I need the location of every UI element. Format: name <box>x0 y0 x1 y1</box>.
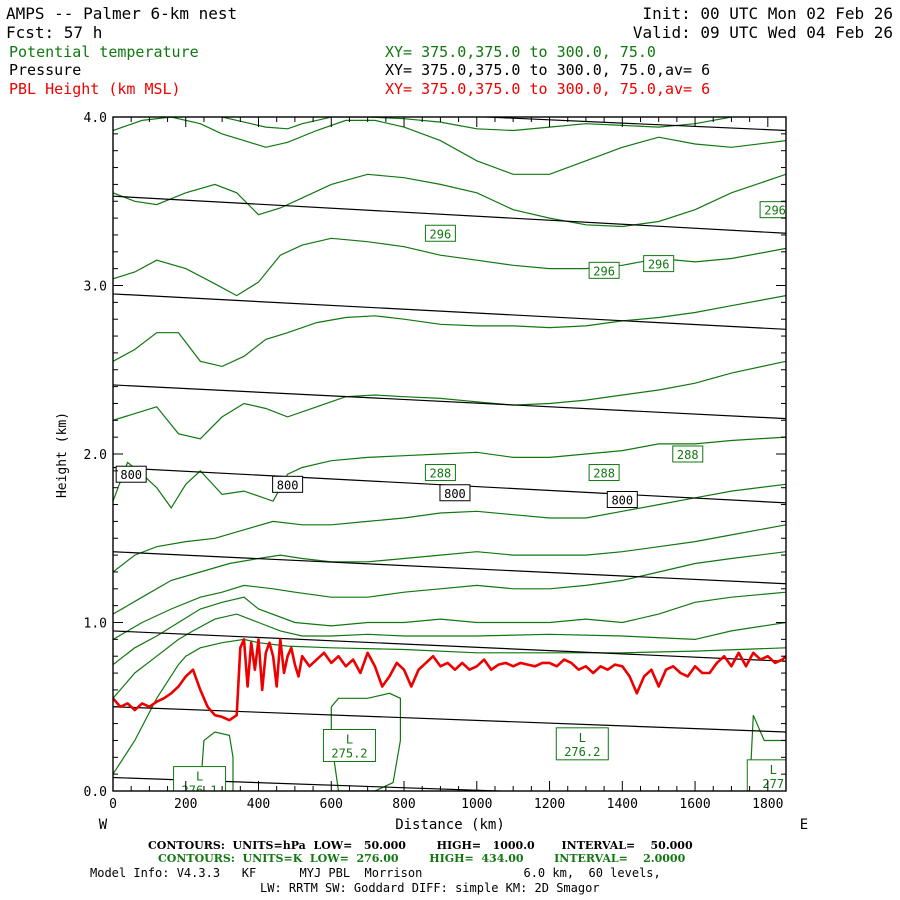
theta-label: 288 <box>593 467 615 481</box>
pressure-label-box <box>115 465 147 483</box>
low-marker-box <box>746 759 786 791</box>
x-tick-label: 1400 <box>607 797 638 812</box>
theta-contour <box>113 524 786 615</box>
theta-contour <box>113 591 786 666</box>
init-time: Init: 00 UTC Mon 02 Feb 26 <box>643 4 893 23</box>
x-tick-label: 600 <box>320 797 343 812</box>
low-marker-box <box>322 729 376 763</box>
theta-contour <box>113 173 786 228</box>
x-axis-label: Distance (km) <box>395 817 505 833</box>
low-marker-box <box>555 727 609 761</box>
east-label: E <box>800 817 808 833</box>
theta-contour <box>113 360 786 440</box>
y-tick-label: 4.0 <box>84 111 107 126</box>
theta-label: 296 <box>648 258 670 272</box>
pressure-label: 800 <box>611 493 633 507</box>
x-tick-label: 800 <box>392 797 415 812</box>
y-tick-label: 1.0 <box>84 617 107 632</box>
pressure-contour <box>113 630 786 662</box>
contours-theta-info: CONTOURS: UNITS=K LOW= 276.00 HIGH= 434.… <box>158 852 686 865</box>
pressure-label: 800 <box>120 468 142 482</box>
theta-contour <box>113 436 786 509</box>
x-tick-label: 400 <box>247 797 270 812</box>
y-tick-label: 3.0 <box>84 280 107 295</box>
theta-label-box <box>424 464 456 482</box>
pressure-label-box <box>606 490 638 508</box>
var-pressure-label: Pressure <box>9 61 81 79</box>
theta-contour <box>113 638 786 775</box>
model-physics: LW: RRTM SW: Goddard DIFF: simple KM: 2D… <box>260 881 600 895</box>
theta-contour <box>113 613 786 699</box>
theta-label-box <box>672 445 704 463</box>
pressure-label: 800 <box>444 487 466 501</box>
theta-label: 296 <box>593 264 615 278</box>
y-tick-label: 2.0 <box>84 448 107 463</box>
pressure-label-box <box>272 475 304 493</box>
var-theta-label: Potential temperature <box>9 43 199 61</box>
pressure-contour <box>113 384 786 420</box>
x-tick-label: 1600 <box>679 797 710 812</box>
x-tick-label: 200 <box>174 797 197 812</box>
theta-low-cell <box>330 692 401 791</box>
theta-label: 296 <box>430 227 452 241</box>
x-tick-label: 1800 <box>752 797 783 812</box>
chart-title: AMPS -- Palmer 6-km nest <box>6 4 237 23</box>
theta-contour <box>113 237 786 297</box>
theta-label: 288 <box>677 448 699 462</box>
theta-label-box <box>424 224 456 242</box>
low-marker-letter: L <box>346 733 353 747</box>
x-tick-label: 1000 <box>461 797 492 812</box>
pressure-contour <box>473 117 786 132</box>
theta-label-box <box>759 201 786 219</box>
theta-label: 288 <box>430 467 452 481</box>
low-marker-value: 276.2 <box>564 745 600 759</box>
theta-contour <box>113 551 786 640</box>
valid-time: Valid: 09 UTC Wed 04 Feb 26 <box>633 23 893 42</box>
theta-contour <box>113 295 786 368</box>
theta-label-box <box>588 464 620 482</box>
x-tick-label: 1200 <box>534 797 565 812</box>
y-axis-label: Height (km) <box>55 412 70 498</box>
y-tick-label: 0.0 <box>84 785 107 800</box>
theta-label-box <box>643 255 675 273</box>
var-pbl-label: PBL Height (km MSL) <box>9 80 181 98</box>
pressure-label-box <box>439 484 471 502</box>
forecast-hour: Fcst: 57 h <box>6 23 102 42</box>
pressure-contour <box>113 551 786 585</box>
xy-pbl: XY= 375.0,375.0 to 300.0, 75.0,av= 6 <box>385 80 710 98</box>
xy-theta: XY= 375.0,375.0 to 300.0, 75.0 <box>385 43 656 61</box>
theta-contour <box>113 117 786 175</box>
low-marker-value: 276.1 <box>182 784 218 798</box>
theta-low-cell <box>199 731 234 791</box>
low-marker-value: 275.2 <box>331 747 367 761</box>
contours-pressure-info: CONTOURS: UNITS=hPa LOW= 50.000 HIGH= 10… <box>148 839 693 852</box>
pbl-height-line <box>113 638 786 722</box>
theta-label: 296 <box>764 204 786 218</box>
theta-contour <box>113 483 786 573</box>
low-marker-value: 277 <box>762 777 784 791</box>
low-marker-box <box>173 766 227 791</box>
low-marker-letter: L <box>196 770 203 784</box>
low-marker-letter: L <box>770 763 777 777</box>
low-marker-letter: L <box>579 731 586 745</box>
pressure-label: 800 <box>277 478 299 492</box>
pressure-contour <box>113 195 786 234</box>
pressure-contour <box>113 706 786 733</box>
xy-pressure: XY= 375.0,375.0 to 300.0, 75.0,av= 6 <box>385 61 710 79</box>
pressure-contour <box>113 293 786 330</box>
west-label: W <box>99 817 108 833</box>
x-tick-label: 0 <box>109 797 117 812</box>
model-info: Model Info: V4.3.3 KF MYJ PBL Morrison 6… <box>90 866 661 880</box>
theta-label-box <box>588 261 620 279</box>
